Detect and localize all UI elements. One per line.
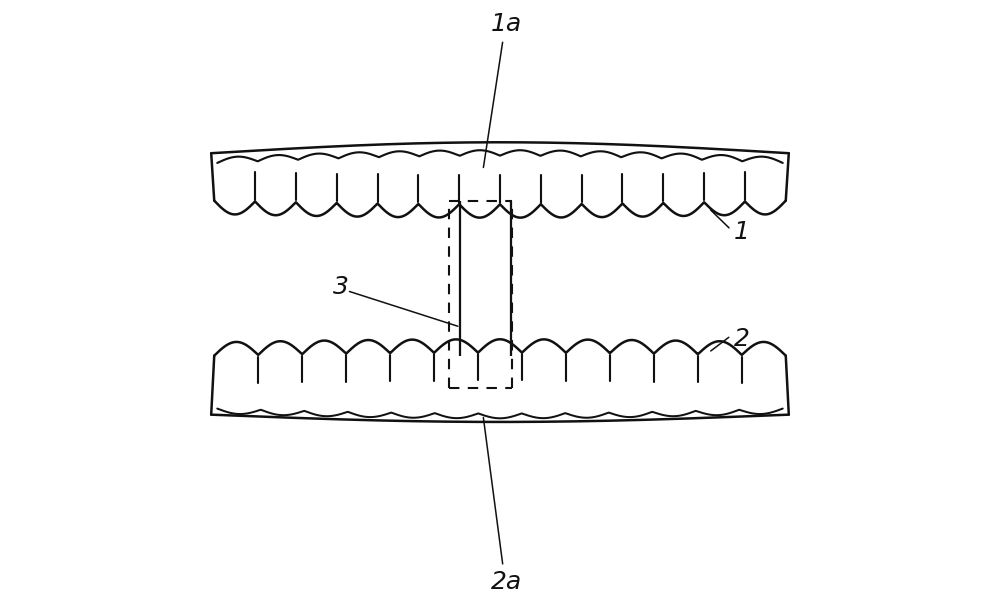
Text: 2: 2: [734, 326, 750, 351]
Text: 1a: 1a: [490, 13, 522, 36]
Text: 3: 3: [333, 275, 349, 299]
Text: 2a: 2a: [490, 570, 522, 594]
Text: 1: 1: [734, 220, 750, 244]
